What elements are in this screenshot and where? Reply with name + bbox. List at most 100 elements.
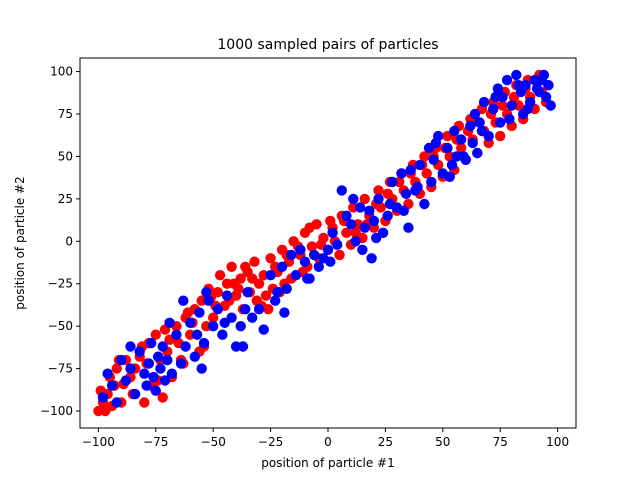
- points-layer: [93, 69, 556, 417]
- data-point: [400, 188, 412, 199]
- data-point: [111, 363, 122, 374]
- data-point: [396, 168, 407, 179]
- data-point: [506, 100, 517, 111]
- data-point: [490, 91, 501, 103]
- data-point: [504, 113, 515, 125]
- x-tick-label: 100: [546, 435, 569, 449]
- data-point: [511, 69, 522, 81]
- data-point: [540, 91, 552, 103]
- data-point: [290, 270, 302, 281]
- data-point: [258, 324, 269, 335]
- data-point: [208, 321, 219, 332]
- data-point: [456, 142, 467, 154]
- data-point: [219, 317, 230, 328]
- data-point: [111, 397, 122, 408]
- data-point: [545, 100, 556, 111]
- data-point: [465, 120, 476, 132]
- x-tick-label: −50: [201, 435, 226, 449]
- data-point: [387, 176, 398, 188]
- x-tick-label: 50: [435, 435, 450, 449]
- x-tick-label: −100: [82, 435, 115, 449]
- data-point: [488, 103, 499, 115]
- data-point: [414, 159, 426, 171]
- data-point: [357, 244, 368, 255]
- data-point: [286, 249, 297, 261]
- data-point: [458, 151, 469, 162]
- data-point: [185, 317, 196, 328]
- data-point: [125, 363, 136, 374]
- data-point: [146, 337, 157, 349]
- data-point: [162, 354, 173, 366]
- data-point: [208, 312, 219, 323]
- data-point: [281, 283, 292, 294]
- data-point: [198, 337, 210, 349]
- y-tick-label: 75: [58, 107, 73, 121]
- data-point: [341, 210, 352, 221]
- data-point: [444, 171, 455, 182]
- data-point: [134, 346, 145, 357]
- chart-title: 1000 sampled pairs of particles: [217, 37, 438, 53]
- data-point: [194, 307, 205, 318]
- data-point: [302, 273, 313, 284]
- x-tick-label: 25: [378, 435, 393, 449]
- data-point: [157, 341, 168, 352]
- data-point: [359, 222, 370, 233]
- data-point: [332, 239, 343, 250]
- data-point: [139, 397, 150, 408]
- data-point: [442, 142, 453, 154]
- x-tick-label: 75: [493, 435, 508, 449]
- data-point: [350, 236, 361, 247]
- data-point: [139, 368, 150, 379]
- data-point: [240, 261, 251, 272]
- data-point: [456, 134, 467, 145]
- data-point: [476, 125, 488, 137]
- data-point: [522, 103, 533, 115]
- y-tick-label: −50: [48, 319, 73, 333]
- y-tick-label: 25: [58, 192, 73, 206]
- data-point: [265, 270, 276, 281]
- data-point: [159, 375, 171, 386]
- data-point: [150, 385, 161, 396]
- data-point: [102, 368, 113, 379]
- data-point: [178, 295, 189, 306]
- data-point: [384, 198, 396, 210]
- data-point: [214, 270, 226, 281]
- data-point: [125, 341, 136, 352]
- x-tick-label: −25: [258, 435, 283, 449]
- data-point: [155, 363, 166, 374]
- data-point: [474, 117, 485, 128]
- data-point: [217, 329, 228, 340]
- data-point: [368, 215, 380, 227]
- data-point: [279, 307, 290, 318]
- data-point: [348, 193, 359, 205]
- data-point: [478, 96, 490, 108]
- data-point: [235, 321, 246, 332]
- data-point: [495, 130, 506, 142]
- data-point: [373, 193, 384, 205]
- data-point: [253, 304, 265, 315]
- data-point: [148, 371, 159, 383]
- data-point: [251, 295, 262, 306]
- data-point: [265, 253, 276, 264]
- y-tick-label: −75: [48, 362, 73, 376]
- data-point: [536, 74, 547, 86]
- data-point: [175, 358, 187, 369]
- y-tick-label: −25: [48, 277, 73, 291]
- data-point: [272, 287, 283, 298]
- data-point: [421, 168, 432, 179]
- data-point: [143, 358, 155, 369]
- data-point: [203, 295, 214, 306]
- y-tick-label: 100: [50, 65, 73, 79]
- data-point: [129, 388, 141, 400]
- data-point: [327, 227, 338, 238]
- data-point: [260, 290, 272, 301]
- data-point: [449, 125, 460, 137]
- ticks-layer: −100 −75 −50 −25 0 25 50 75 100 −100 −75 −50 −25 0 25 5…: [40, 65, 569, 449]
- data-point: [467, 137, 478, 149]
- data-point: [495, 117, 506, 128]
- data-point: [182, 307, 194, 318]
- data-point: [304, 222, 315, 233]
- data-point: [221, 290, 233, 301]
- data-point: [189, 351, 200, 362]
- data-point: [309, 249, 320, 261]
